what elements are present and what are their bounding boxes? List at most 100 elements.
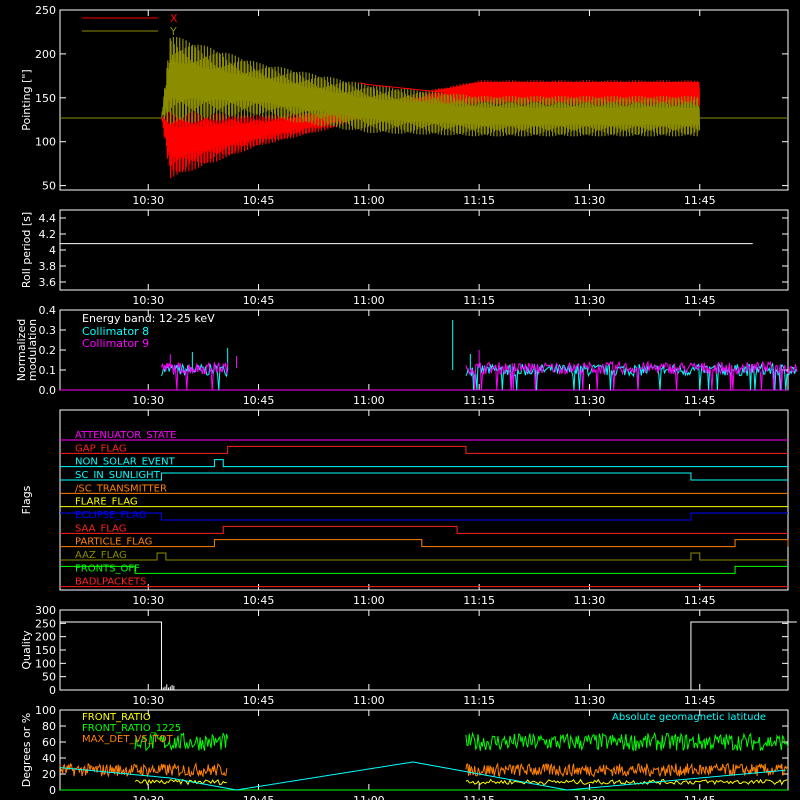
x-tick-label: 11:15 <box>463 594 495 607</box>
y-tick-label: 250 <box>35 617 56 630</box>
x-tick-label: 10:30 <box>132 294 164 307</box>
y-tick-label: 0.3 <box>39 324 57 337</box>
y-tick-label: 4.4 <box>39 212 57 225</box>
x-tick-label: 11:30 <box>574 594 606 607</box>
flag-label-particle-flag: PARTICLE_FLAG <box>75 537 152 548</box>
series-geomagnetic-latitude <box>59 761 786 791</box>
y-tick-label: 200 <box>35 631 56 644</box>
y-tick-label: 0.2 <box>39 344 57 357</box>
x-tick-label: 10:45 <box>243 194 275 207</box>
x-tick-label: 11:15 <box>463 694 495 707</box>
flag-line-sc-in-sunlight <box>60 472 788 481</box>
x-tick-label: 11:00 <box>353 394 385 407</box>
flag-line-gap-flag <box>60 445 788 454</box>
x-tick-label: 10:45 <box>243 794 275 800</box>
series-x-upper-band <box>359 81 700 97</box>
y-tick-label: 100 <box>35 136 56 149</box>
x-tick-label: 11:45 <box>684 394 716 407</box>
y-tick-label: 40 <box>42 752 56 765</box>
y-tick-label: 20 <box>42 768 56 781</box>
x-tick-label: 10:30 <box>132 694 164 707</box>
flag-line-fronts-off <box>60 565 788 574</box>
series-y <box>161 36 701 137</box>
x-tick-label: 10:30 <box>132 594 164 607</box>
y-tick-label: 100 <box>35 704 56 717</box>
flag-label-non-solar-event: NON_SOLAR_EVENT <box>75 457 176 468</box>
x-tick-label: 11:15 <box>463 194 495 207</box>
panel-frame <box>59 9 789 191</box>
modulation-series <box>161 362 229 391</box>
flag-label-badlpackets: BADLPACKETS <box>75 577 146 588</box>
x-tick-label: 11:45 <box>684 694 716 707</box>
flag-label-aaz-flag: AAZ_FLAG <box>75 550 127 561</box>
y-tick-label: 200 <box>35 48 56 61</box>
modulation-series <box>465 360 798 391</box>
y-tick-label: 300 <box>35 604 56 617</box>
series-max-det-vs-tot <box>465 762 788 778</box>
flag-line-eclipse-flag <box>60 512 788 521</box>
series-front-ratio-1225 <box>465 731 789 752</box>
y-tick-label: 150 <box>35 644 56 657</box>
y-tick-label: 0.4 <box>39 304 57 317</box>
flag-label-fronts-off: FRONTS_OFF <box>75 563 140 574</box>
x-tick-label: 11:30 <box>574 794 606 800</box>
y-axis-label: modulation <box>26 319 39 381</box>
y-tick-label: 80 <box>42 720 56 733</box>
series-front-ratio-1225 <box>134 732 229 752</box>
x-tick-label: 10:30 <box>132 194 164 207</box>
x-tick-label: 11:30 <box>574 394 606 407</box>
x-tick-label: 11:45 <box>684 794 716 800</box>
series-max-det-vs-tot <box>59 761 228 778</box>
y-axis-label: Degrees or % <box>20 713 33 787</box>
legend-label-collimator: Collimator 9 <box>82 337 149 350</box>
energy-band-label: Energy band: 12-25 keV <box>82 312 215 325</box>
x-tick-label: 11:15 <box>463 794 495 800</box>
y-tick-label: 50 <box>42 671 56 684</box>
flag-label-eclipse-flag: ECLIPSE_FLAG <box>75 510 146 521</box>
flag-line-particle-flag <box>60 539 789 548</box>
panel-frame <box>59 209 789 291</box>
flag-label-sc-in-sunlight: SC_IN_SUNLIGHT <box>75 470 161 481</box>
x-tick-label: 11:15 <box>463 294 495 307</box>
legend-label-collimator: Collimator 8 <box>82 325 149 338</box>
y-tick-label: 4 <box>49 244 56 257</box>
x-tick-label: 10:45 <box>243 394 275 407</box>
x-tick-label: 11:30 <box>574 694 606 707</box>
panel-frame <box>59 409 789 591</box>
x-tick-label: 11:00 <box>353 294 385 307</box>
series-front-ratio <box>134 778 227 786</box>
flag-label-gap-flag: GAP_FLAG <box>75 443 127 454</box>
flag-line-saa-flag <box>60 525 788 534</box>
x-tick-label: 11:45 <box>684 194 716 207</box>
flag-label-flare-flag: FLARE_FLAG <box>75 497 138 508</box>
y-tick-label: 3.8 <box>39 260 57 273</box>
y-tick-label: 100 <box>35 657 56 670</box>
x-tick-label: 10:45 <box>243 694 275 707</box>
y-tick-label: 3.6 <box>39 276 57 289</box>
y-tick-label: 4.2 <box>39 228 57 241</box>
y-tick-label: 150 <box>35 92 56 105</box>
x-tick-label: 10:45 <box>243 294 275 307</box>
y-axis-label: Normalized <box>15 319 28 381</box>
modulation-series <box>465 362 798 391</box>
x-tick-label: 11:15 <box>463 394 495 407</box>
legend-label-y: Y <box>169 25 177 38</box>
legend-label-geomagnetic-latitude: Absolute geomagnetic latitude <box>612 712 766 723</box>
x-tick-label: 11:30 <box>574 194 606 207</box>
x-tick-label: 11:30 <box>574 294 606 307</box>
x-tick-label: 11:00 <box>353 794 385 800</box>
x-tick-label: 11:00 <box>353 594 385 607</box>
legend-label-front_ratio: FRONT_RATIO <box>82 712 151 723</box>
x-tick-label: 10:30 <box>132 794 164 800</box>
y-tick-label: 50 <box>42 180 56 193</box>
x-tick-label: 11:00 <box>353 694 385 707</box>
x-tick-label: 11:00 <box>353 194 385 207</box>
y-axis-label: Flags <box>20 485 33 514</box>
modulation-series <box>161 362 229 391</box>
x-tick-label: 10:30 <box>132 394 164 407</box>
y-tick-label: 0 <box>49 684 56 697</box>
y-tick-label: 60 <box>42 736 56 749</box>
y-tick-label: 0.0 <box>39 384 57 397</box>
x-tick-label: 10:45 <box>243 594 275 607</box>
